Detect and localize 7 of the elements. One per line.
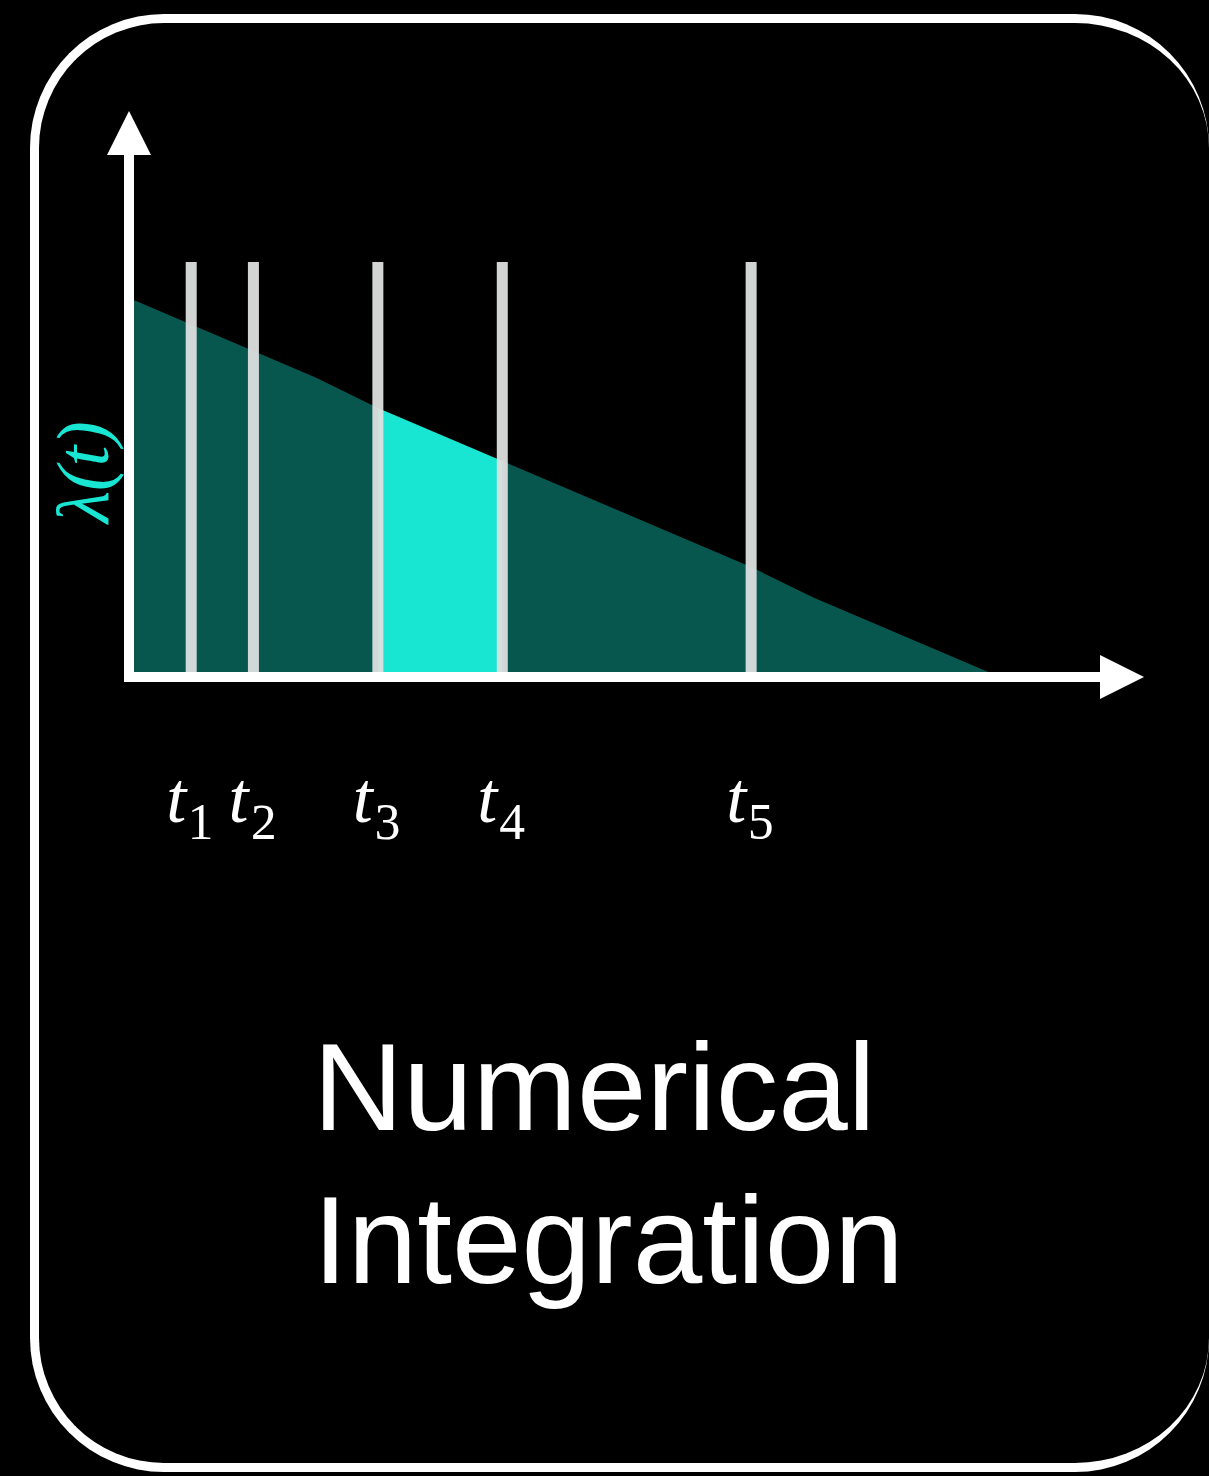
- x-tick-label: t₃: [352, 745, 403, 841]
- x-tick-label: t₂: [228, 745, 279, 841]
- x-tick-label: t₅: [726, 745, 777, 841]
- y-axis-title: λ(t): [42, 421, 124, 525]
- text: Numerical Integration: [313, 1017, 904, 1309]
- x-tick-label: t₄: [477, 745, 528, 841]
- x-tick-label: t₁: [166, 745, 217, 841]
